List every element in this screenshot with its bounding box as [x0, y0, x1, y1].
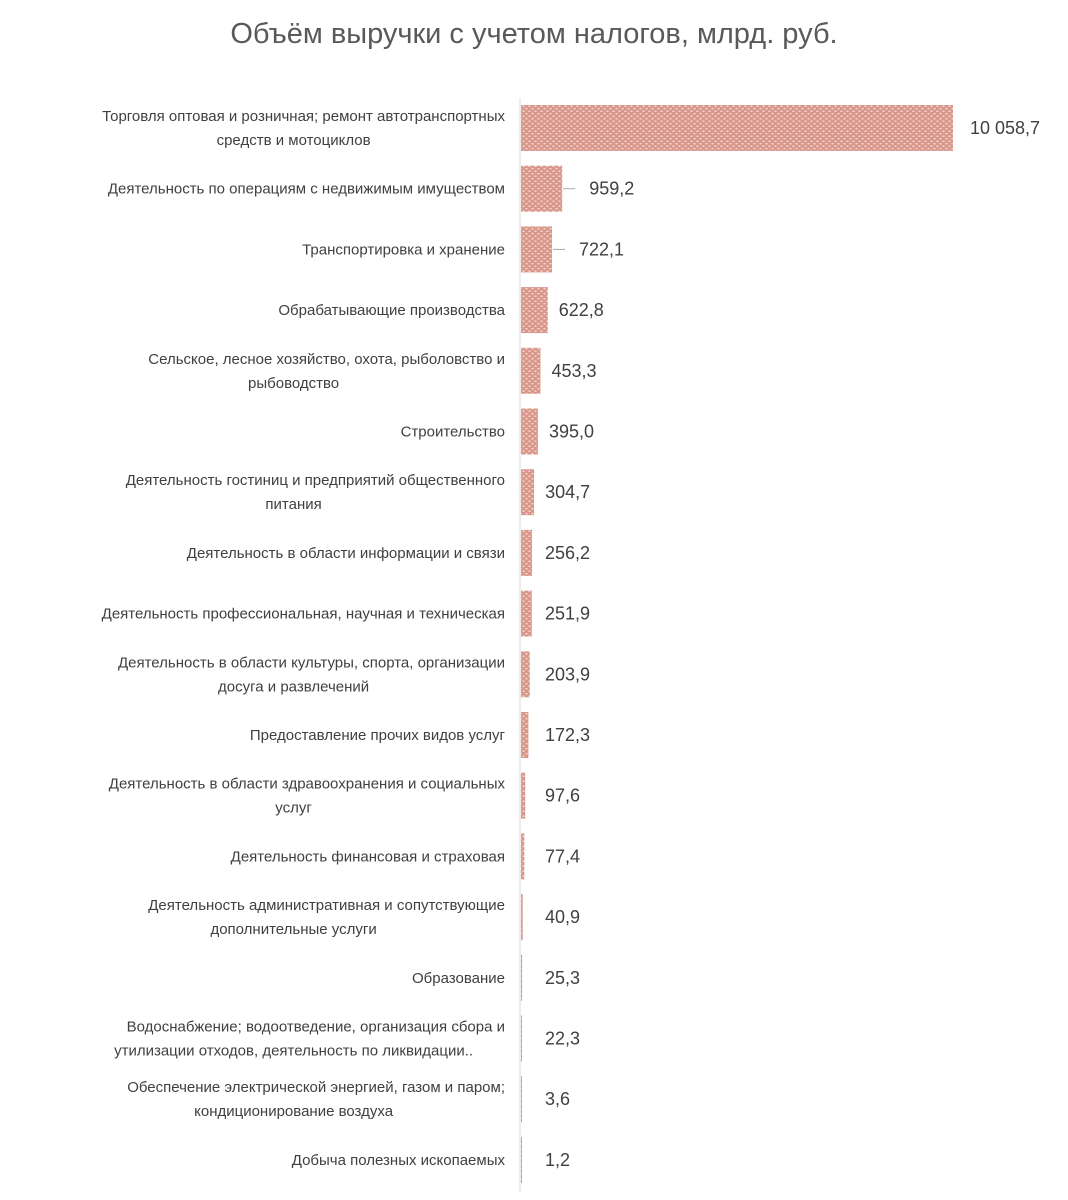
bar	[521, 712, 529, 758]
bar	[521, 833, 525, 880]
bar	[521, 894, 523, 941]
category-label: Деятельность финансовая и страховая	[231, 848, 505, 865]
category-label: Образование	[412, 970, 505, 987]
bar	[521, 651, 530, 698]
category-label: Деятельность в области культуры, спорта,…	[118, 654, 505, 695]
data-label: 304,7	[545, 482, 590, 502]
data-label: 395,0	[549, 422, 594, 442]
bar	[521, 954, 523, 1001]
bar	[521, 287, 548, 334]
bar	[521, 105, 953, 151]
data-label: 959,2	[589, 179, 634, 199]
category-label: Деятельность административная и сопутств…	[148, 897, 505, 938]
data-label: 251,9	[545, 604, 590, 624]
category-label: Обрабатывающие производства	[278, 302, 505, 319]
category-label: Деятельность профессиональная, научная и…	[102, 606, 505, 623]
bar	[521, 529, 533, 576]
data-label: 722,1	[579, 239, 624, 259]
bar	[521, 347, 541, 394]
data-label: 256,2	[545, 543, 590, 563]
category-label: Строительство	[401, 424, 505, 441]
data-label: 77,4	[545, 846, 580, 866]
category-label: Транспортировка и хранение	[302, 241, 505, 258]
bar	[521, 590, 532, 637]
category-label: Деятельность гостиниц и предприятий обще…	[126, 472, 505, 513]
category-label: Деятельность в области информации и связ…	[187, 545, 505, 562]
data-label: 40,9	[545, 907, 580, 927]
bar	[521, 408, 538, 455]
bar	[521, 165, 563, 212]
category-label: Торговля оптовая и розничная; ремонт авт…	[102, 108, 505, 149]
category-label: Добыча полезных ископаемых	[292, 1152, 506, 1169]
bar	[521, 772, 526, 819]
bar	[521, 469, 535, 516]
data-label: 1,2	[545, 1150, 570, 1170]
category-label: Деятельность в области здравоохранения и…	[109, 776, 506, 817]
bar	[521, 1136, 522, 1183]
bar	[521, 1015, 522, 1062]
category-label: Деятельность по операциям с недвижимым и…	[108, 181, 505, 198]
bar	[521, 1076, 522, 1123]
category-label: Обеспечение электрической энергией, газо…	[127, 1079, 505, 1120]
bar	[521, 226, 553, 273]
data-label: 97,6	[545, 786, 580, 806]
data-label: 10 058,7	[970, 118, 1040, 138]
category-label: Сельское, лесное хозяйство, охота, рыбол…	[148, 351, 505, 392]
category-label: Предоставление прочих видов услуг	[250, 727, 506, 744]
data-label: 25,3	[545, 968, 580, 988]
data-label: 3,6	[545, 1089, 570, 1109]
data-label: 622,8	[559, 300, 604, 320]
data-label: 203,9	[545, 664, 590, 684]
chart-title: Объём выручки с учетом налогов, млрд. ру…	[230, 18, 838, 50]
data-label: 453,3	[551, 361, 596, 381]
data-label: 22,3	[545, 1029, 580, 1049]
category-label: Водоснабжение; водоотведение, организаци…	[114, 1019, 505, 1060]
data-label: 172,3	[545, 725, 590, 745]
